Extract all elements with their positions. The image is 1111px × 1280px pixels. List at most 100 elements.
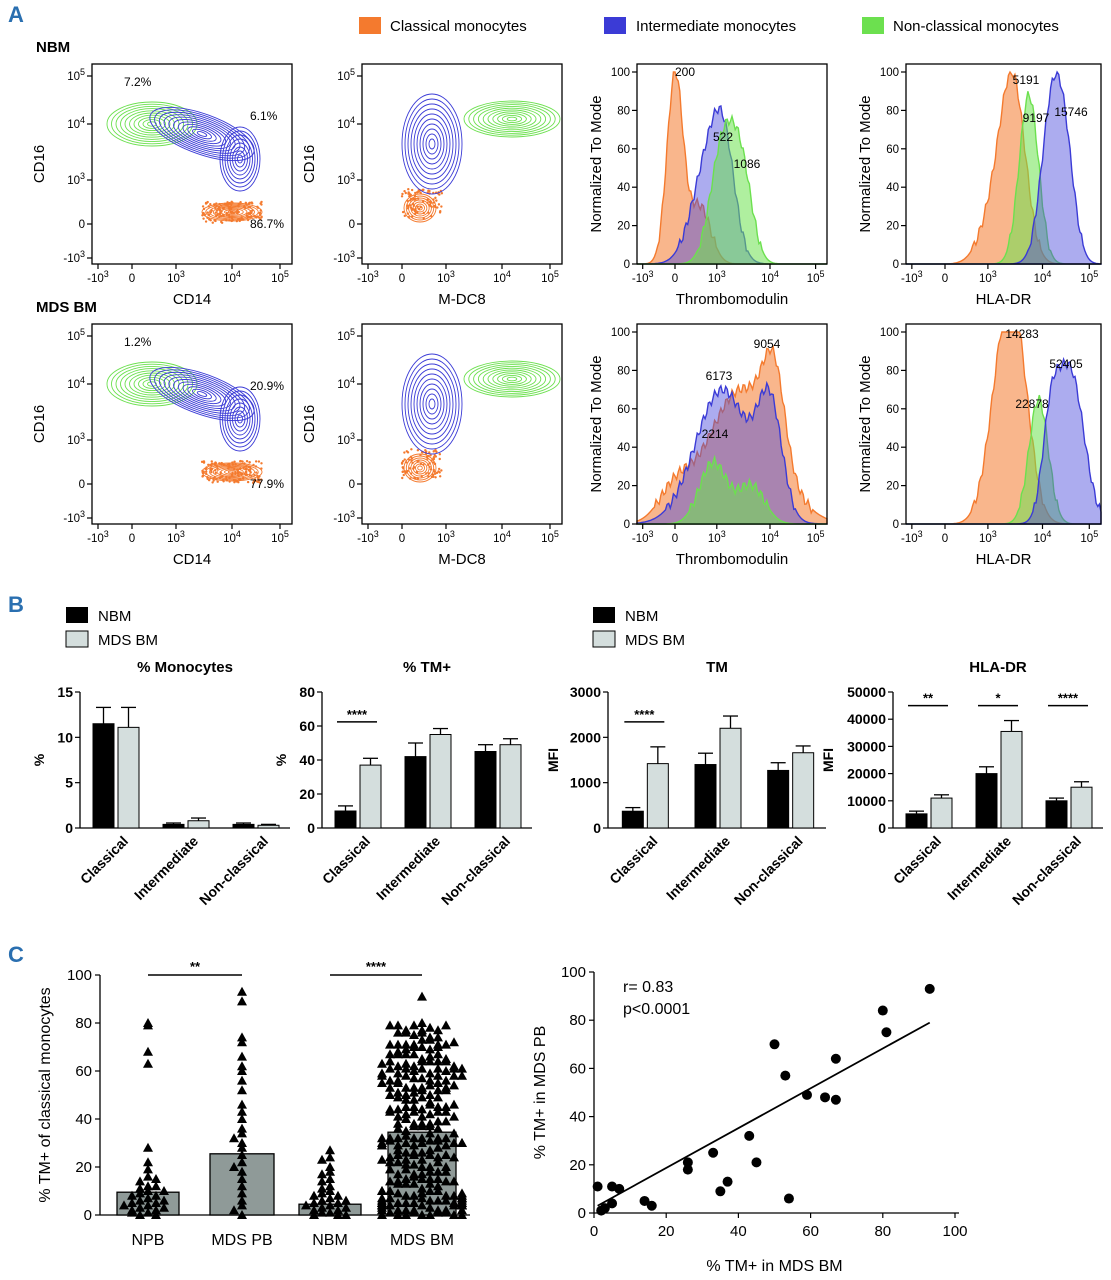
contour-plot-mdc8-cd16: -103 0 103 104 105-1030103104105M-DC8CD16 [301,64,562,308]
regression-line [598,1023,930,1206]
y-axis-label: CD16 [31,405,48,443]
x-axis-label: HLA-DR [976,291,1032,308]
bar-nbm [335,811,356,828]
event-dot [233,460,235,462]
data-point-triangle [449,1080,459,1089]
x-tick-label: 103 [979,269,997,285]
bar-nbm [768,770,789,828]
data-point-triangle [417,1018,427,1027]
y-tick-label: 104 [67,375,85,391]
event-dot [202,205,204,207]
y-tick-label: 0 [349,219,355,231]
y-tick-label: 100 [561,964,586,981]
data-point-triangle [441,1102,451,1111]
y-tick-label: 0 [893,259,899,271]
y-tick-label: 0 [578,1205,586,1222]
event-dot [403,474,405,476]
event-dot [434,476,436,478]
y-axis-label: CD16 [301,405,318,443]
bar-mds-bm [360,765,381,828]
bar-mds-bm [647,764,668,828]
x-tick-label: 20 [658,1223,675,1240]
data-point-triangle [317,1155,327,1164]
y-tick-label: 80 [886,365,899,377]
contour-line [149,100,255,168]
contour-line [420,124,444,164]
event-dot [248,461,250,463]
x-tick-label: 104 [493,529,511,545]
y-tick-label: 103 [67,171,85,187]
data-point [881,1027,891,1037]
data-point-triangle [341,1196,351,1205]
data-point-triangle [237,987,247,996]
y-tick-label: 30000 [847,738,886,754]
x-axis-label: % TM+ in MDS BM [706,1258,842,1275]
bar-mds-bm [720,728,741,828]
data-point-triangle [409,1040,419,1049]
data-point [607,1198,617,1208]
event-dot [209,203,211,205]
data-point [878,1006,888,1016]
event-dot [428,190,430,192]
event-dot [402,460,404,462]
contour-line [469,103,555,135]
mfi-label: 6173 [706,369,733,383]
y-tick-label: 40 [75,1111,92,1128]
gate-pct-intermediate: 20.9% [250,379,284,393]
legend-b-swatch-nbm [66,607,88,623]
y-axis-label: CD16 [31,145,48,183]
y-axis-label: % [31,753,47,766]
contour-line [474,365,551,394]
category-label: Intermediate [663,833,733,903]
y-tick-label: 0 [84,1207,92,1224]
scatter-chart-c: 0204060801000 20 40 60 80 100% TM+ in MDS BM%… [532,964,968,1275]
x-tick-label: 105 [1080,529,1098,545]
x-tick-label: 103 [167,529,185,545]
category-label: NPB [132,1232,165,1249]
category-label: Non-classical [438,833,513,908]
data-point-triangle [237,1037,247,1046]
y-tick-label: -103 [63,509,85,525]
data-point [715,1186,725,1196]
contour-line [488,110,536,128]
category-label: MDS PB [211,1232,272,1249]
histogram-hla-dr: -103 0 103 104 105020406080100HLA-DRNormaliz… [857,64,1101,308]
contour-line [238,155,243,163]
contour-line [488,370,536,388]
correlation-r: r= 0.83 [623,979,673,996]
y-axis-label: MFI [545,748,561,772]
histogram-thrombomodulin: -103 0 103 104 105020406080100Thrombomodulin… [588,64,827,308]
y-tick-label: 20 [617,221,630,233]
bar-mds-bm [1001,731,1022,828]
y-tick-label: 40 [569,1109,586,1126]
event-dot [424,449,426,451]
x-tick-label: 104 [223,529,241,545]
contour-line [220,387,260,451]
y-tick-label: 80 [299,684,315,700]
y-tick-label: 80 [75,1015,92,1032]
data-point [708,1148,718,1158]
data-point-triangle [159,1186,169,1195]
bar-chart-3: TM0100020003000MFIClassical****Intermedi… [545,659,826,908]
contour-line [429,139,435,149]
x-tick-label: 100 [942,1223,967,1240]
x-tick-label: 105 [807,529,825,545]
data-point-triangle [441,1116,451,1125]
event-dot [439,475,441,477]
data-point-triangle [237,1076,247,1085]
x-tick-label: 104 [1034,529,1052,545]
category-label: Non-classical [731,833,806,908]
plot-frame [92,64,292,264]
mfi-label: 200 [675,65,695,79]
y-tick-label: 50000 [847,684,886,700]
data-point-triangle [237,1066,247,1075]
event-dot [403,190,405,192]
gate-pct-intermediate: 6.1% [250,109,278,123]
gate-pct-classical: 86.7% [250,217,284,231]
contour-line [418,466,423,470]
y-tick-label: 100 [880,67,899,79]
y-tick-label: 0 [79,479,85,491]
contour-line [143,96,260,171]
y-tick-label: 60 [886,404,899,416]
event-dot [255,460,257,462]
